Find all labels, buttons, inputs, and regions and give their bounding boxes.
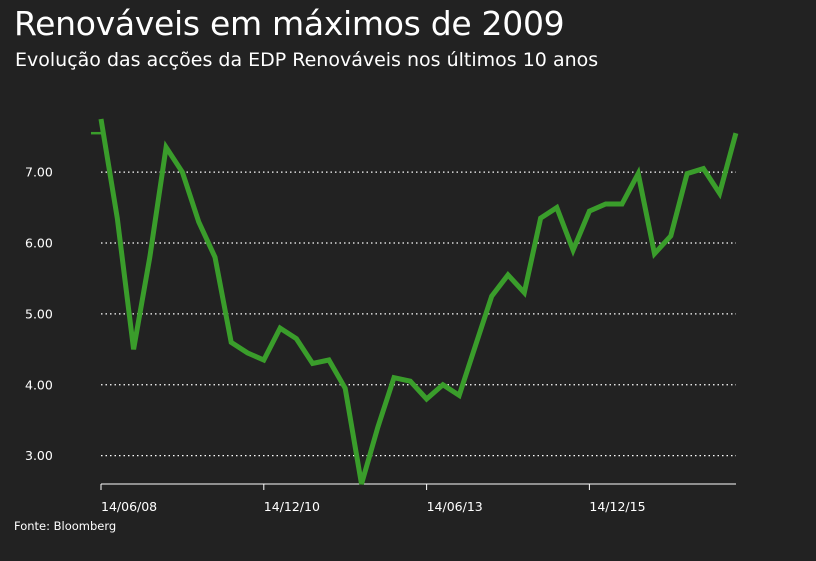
x-axis: 14/06/08 14/12/10 14/06/13 14/12/15 xyxy=(100,483,736,514)
y-tick-label: 7.00 xyxy=(25,165,53,180)
chart-subtitle: Evolução das acções da EDP Renováveis no… xyxy=(15,49,599,71)
x-tick-label: 14/12/15 xyxy=(589,499,645,514)
y-axis-labels: 3.00 4.00 5.00 6.00 7.00 xyxy=(25,165,53,463)
chart-title: Renováveis em máximos de 2009 xyxy=(14,4,565,43)
x-tick-label: 14/06/13 xyxy=(427,499,483,514)
x-tick-label: 14/06/08 xyxy=(101,499,157,514)
x-tick-label: 14/12/10 xyxy=(264,499,320,514)
y-tick-label: 5.00 xyxy=(25,306,53,321)
source-note: Fonte: Bloomberg xyxy=(14,519,117,533)
y-tick-label: 4.00 xyxy=(25,377,53,392)
series-group xyxy=(98,118,739,485)
y-tick-label: 6.00 xyxy=(25,236,53,251)
y-tick-label: 3.00 xyxy=(25,448,53,463)
series-line xyxy=(98,118,739,485)
